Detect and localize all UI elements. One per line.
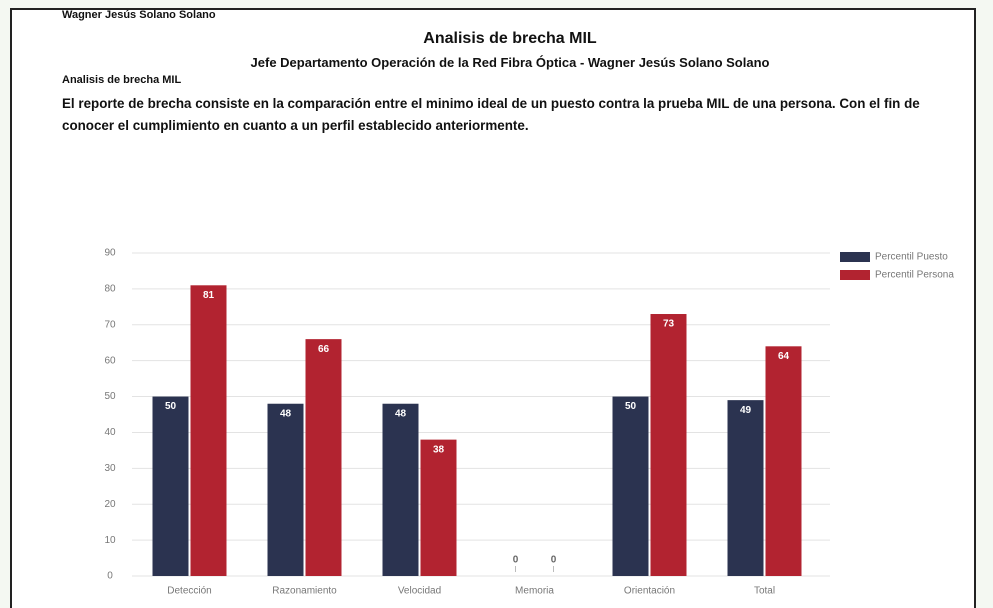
- x-tick-label: Velocidad: [398, 586, 441, 597]
- legend-label: Percentil Puesto: [875, 252, 948, 263]
- value-label: 49: [740, 405, 752, 416]
- description: El reporte de brecha consiste en la comp…: [62, 96, 920, 133]
- value-label: 0: [551, 555, 557, 566]
- y-tick-label: 80: [104, 284, 116, 295]
- section-title: Analisis de brecha MIL: [62, 74, 182, 86]
- bar: [190, 285, 227, 576]
- y-tick-label: 10: [104, 535, 116, 546]
- bar: [612, 396, 649, 576]
- bar: [765, 346, 802, 576]
- value-label: 64: [778, 351, 790, 362]
- report-title: Analisis de brecha MIL: [423, 30, 597, 47]
- person-name: Wagner Jesús Solano Solano: [62, 9, 216, 21]
- legend-label: Percentil Persona: [875, 270, 954, 281]
- legend-swatch: [840, 252, 870, 262]
- value-label: 50: [165, 401, 177, 412]
- x-tick-label: Memoria: [515, 586, 554, 597]
- bar: [382, 403, 419, 576]
- y-tick-label: 90: [104, 248, 116, 259]
- value-label: 81: [203, 290, 215, 301]
- value-label: 48: [395, 408, 407, 419]
- y-tick-label: 30: [104, 463, 116, 474]
- value-label: 73: [663, 319, 675, 330]
- value-label: 50: [625, 401, 637, 412]
- y-tick-label: 20: [104, 499, 116, 510]
- y-tick-label: 40: [104, 427, 116, 438]
- y-tick-label: 70: [104, 319, 116, 330]
- value-label: 48: [280, 408, 292, 419]
- y-tick-label: 50: [104, 391, 116, 402]
- value-label: 0: [513, 555, 519, 566]
- x-tick-label: Orientación: [624, 586, 675, 597]
- legend-swatch: [840, 270, 870, 280]
- value-label: 66: [318, 344, 330, 355]
- y-tick-label: 0: [107, 571, 113, 582]
- value-label: 38: [433, 444, 445, 455]
- bar: [650, 314, 687, 576]
- x-tick-label: Detección: [167, 586, 211, 597]
- bar: [727, 400, 764, 576]
- bar: [267, 403, 304, 576]
- bar: [420, 439, 457, 576]
- bar: [152, 396, 189, 576]
- x-tick-label: Razonamiento: [272, 586, 337, 597]
- x-tick-label: Total: [754, 586, 775, 597]
- y-tick-label: 60: [104, 355, 116, 366]
- bar: [305, 339, 342, 576]
- report-subtitle: Jefe Departamento Operación de la Red Fi…: [250, 55, 770, 70]
